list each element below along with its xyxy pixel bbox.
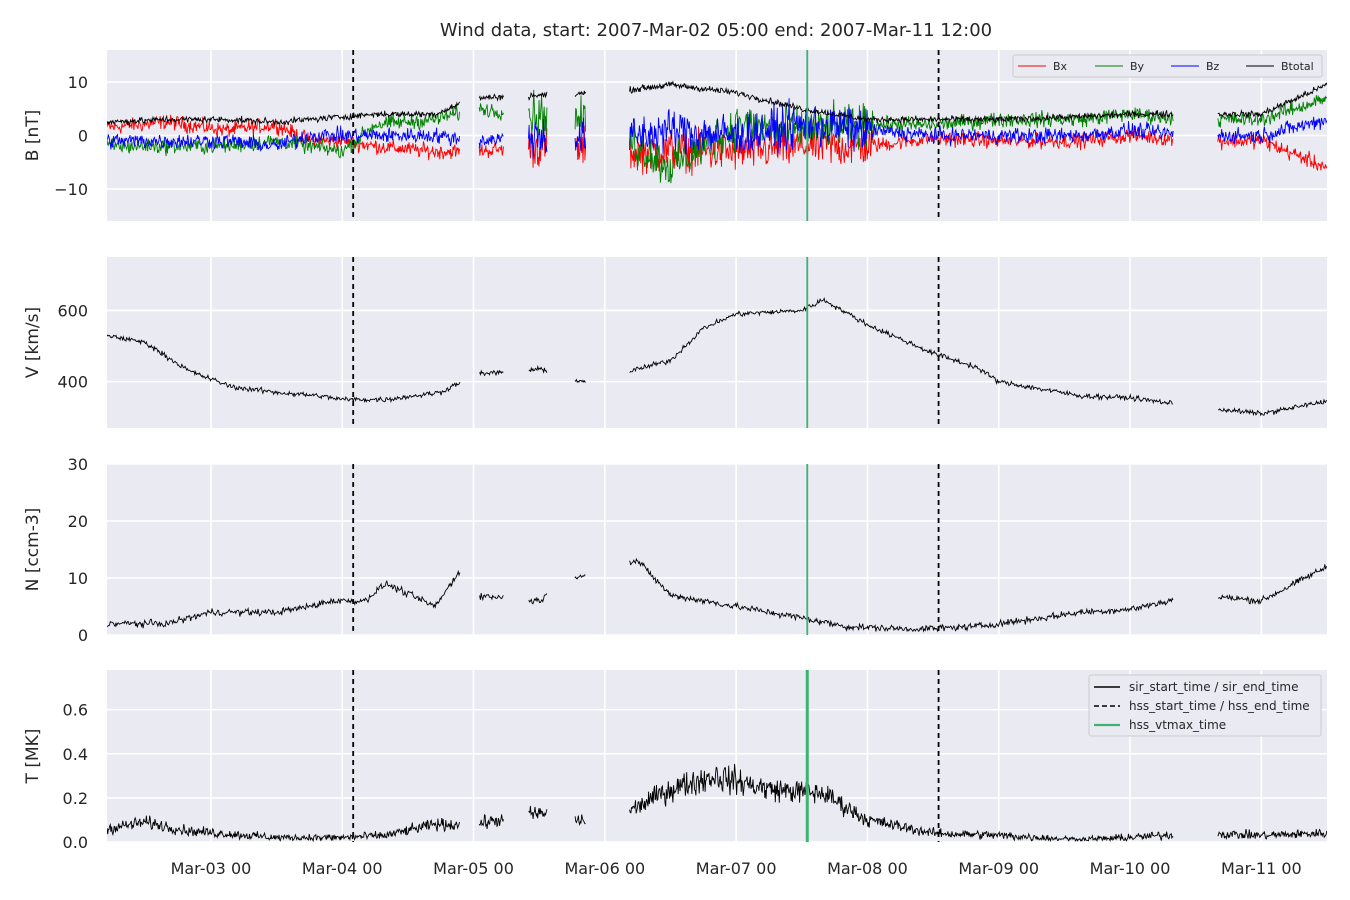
legend-label: hss_start_time / hss_end_time [1129,699,1310,713]
y-tick-label: 0 [78,626,88,645]
series-line [107,297,1327,417]
plot-background [107,257,1327,428]
series-line-btotal [107,80,1327,127]
panel-3: 0 10 20 30 N [ccm-3] [23,455,1327,645]
y-tick-label: 0 [78,127,88,146]
y-tick-label: 10 [68,73,88,92]
y-axis-label: N [ccm-3] [23,508,43,592]
y-axis-label: B [nT] [23,110,43,162]
x-tick-label: Mar-07 00 [696,859,777,878]
panel-4: 0.0 0.2 0.4 0.6 T [MK] sir_start_time / sir_e… [23,670,1327,852]
x-tick-label: Mar-04 00 [302,859,383,878]
x-tick-label: Mar-08 00 [827,859,908,878]
series-line [107,763,1327,842]
y-tick-label: 0.6 [63,701,88,720]
y-tick-label: 600 [57,301,88,320]
figure-title: Wind data, start: 2007-Mar-02 05:00 end:… [440,20,992,41]
y-tick-label: 0.4 [63,745,88,764]
y-tick-label: 400 [57,373,88,392]
y-tick-label: 10 [68,569,88,588]
legend-b: Bx By Bz Btotal [1012,54,1323,78]
y-axis-label: T [MK] [23,729,43,785]
series-line [107,557,1327,633]
legend-events: sir_start_time / sir_end_time hss_start_t… [1088,674,1322,737]
legend-label-bz: Bz [1206,60,1220,73]
legend-label-bx: Bx [1053,60,1068,73]
legend-label-btotal: Btotal [1281,60,1314,73]
y-tick-label: 20 [68,512,88,531]
y-tick-label: −10 [54,180,88,199]
y-tick-label: 30 [68,455,88,474]
x-tick-label: Mar-05 00 [433,859,514,878]
legend-box [1012,54,1323,78]
y-tick-label: 0.0 [63,833,88,852]
x-tick-label: Mar-11 00 [1221,859,1302,878]
y-tick-label: 0.2 [63,789,88,808]
y-axis-label: V [km/s] [23,307,43,378]
legend-label-by: By [1130,60,1145,73]
x-tick-label: Mar-03 00 [171,859,252,878]
legend-box [1088,674,1322,737]
x-tick-label: Mar-06 00 [564,859,645,878]
series-line-bz [107,98,1327,159]
x-tick-label: Mar-09 00 [958,859,1039,878]
legend-label: hss_vtmax_time [1129,718,1226,732]
x-tick-label: Mar-10 00 [1090,859,1171,878]
legend-label: sir_start_time / sir_end_time [1129,680,1299,694]
panel-2: 400 600 V [km/s] [23,257,1327,428]
panel-1: −10 0 10 B [nT] Bx By Bz Btotal [23,50,1327,221]
